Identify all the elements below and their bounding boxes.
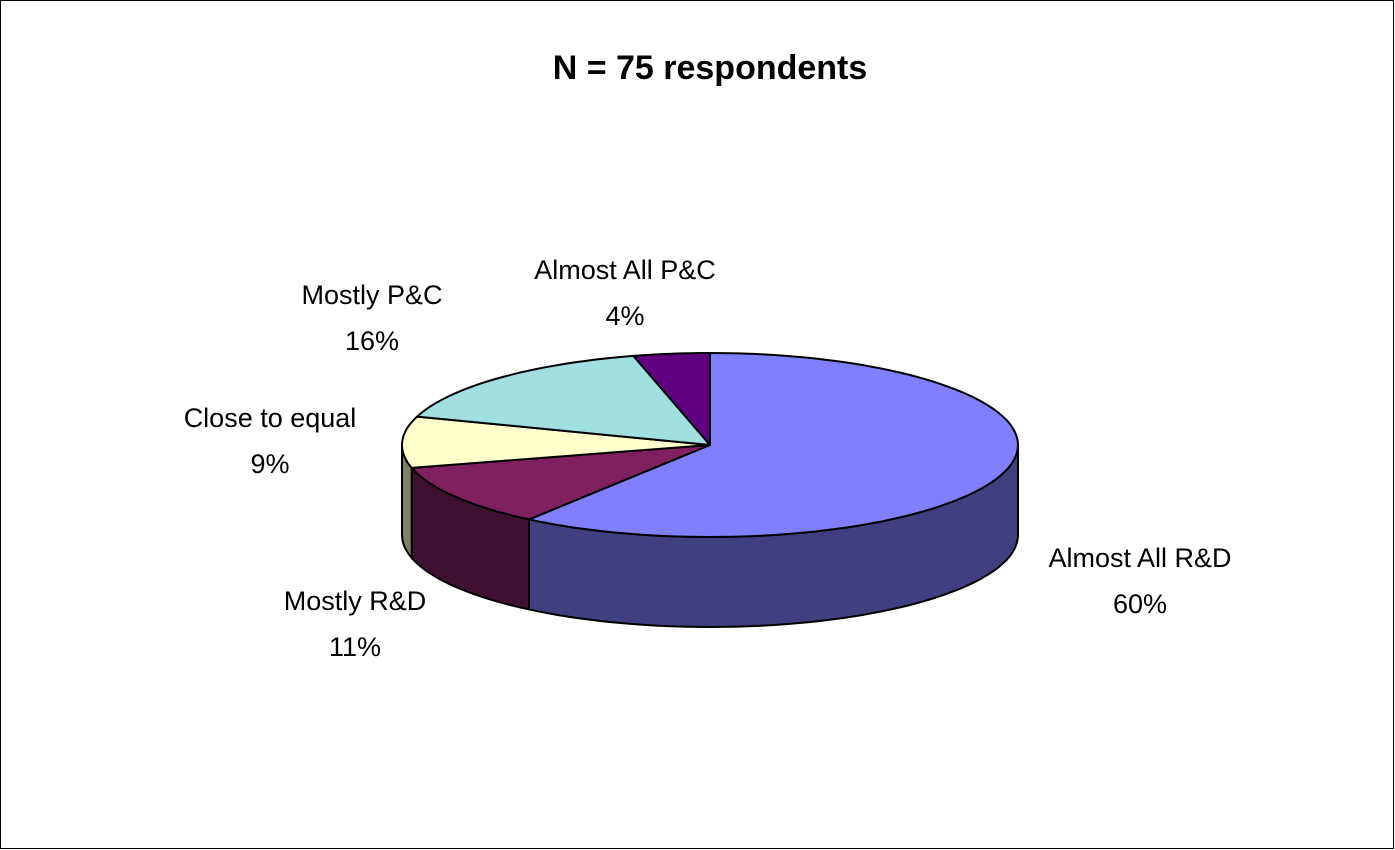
slice-label: Mostly P&C (301, 280, 442, 310)
slice-value-label: 16% (345, 326, 399, 356)
slice-label: Almost All P&C (534, 255, 716, 285)
pie-slice (410, 444, 711, 521)
pie-slice (401, 415, 711, 469)
slice-value-label: 4% (605, 301, 644, 331)
pie-slice (416, 354, 711, 446)
slice-value-label: 11% (329, 632, 381, 662)
chart-title: N = 75 respondents (553, 49, 868, 87)
slice-label: Close to equal (184, 403, 357, 433)
pie-slice (528, 352, 1019, 538)
slice-label: Almost All R&D (1048, 543, 1231, 573)
slice-label: Mostly R&D (284, 586, 427, 616)
slice-value-label: 60% (1113, 589, 1167, 619)
pie-slice (632, 352, 711, 446)
slice-value-label: 9% (250, 449, 289, 479)
